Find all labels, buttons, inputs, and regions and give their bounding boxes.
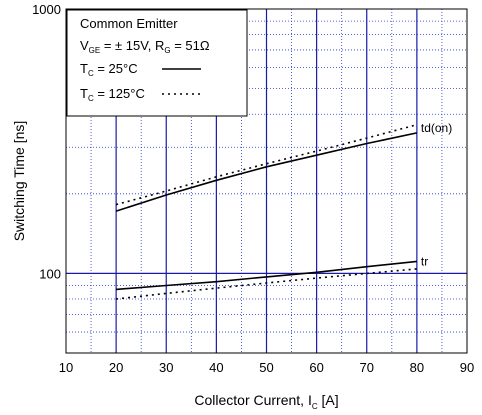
legend-vge-sub: GE	[89, 46, 101, 55]
y-axis-title: Switching Time [ns]	[11, 121, 27, 242]
x-tick-label: 60	[309, 360, 323, 375]
x-tick-labels: 10 20 30 40 50 60 70 80 90	[59, 360, 474, 375]
y-tick-labels: 100 1000	[32, 2, 61, 281]
x-tick-label: 80	[410, 360, 424, 375]
x-tick-label: 50	[259, 360, 273, 375]
series-line-tr-tc125	[116, 268, 417, 300]
x-tick-label: 10	[59, 360, 73, 375]
plot-frame	[65, 8, 468, 354]
series-line-td-on-tc25	[115, 132, 418, 212]
x-tick-label: 20	[109, 360, 123, 375]
legend-tc125-sub: C	[88, 94, 94, 103]
legend-tc25-label: T	[80, 61, 88, 76]
series-labels: td(on) tr	[421, 121, 452, 268]
major-grid	[66, 9, 467, 353]
x-axis-title-sub: C	[312, 402, 318, 411]
legend-tc25-sub: C	[88, 69, 94, 78]
series-label: td(on)	[421, 121, 452, 135]
legend-line-common-emitter: Common Emitter	[80, 16, 178, 31]
x-axis-title: Collector Current, IC [A]	[194, 392, 338, 411]
x-tick-label: 70	[360, 360, 374, 375]
legend-vge-value: = ± 15V, R	[100, 38, 164, 53]
x-axis-title-unit: [A]	[318, 392, 339, 408]
y-tick-label: 1000	[32, 2, 61, 17]
legend-box	[66, 9, 248, 117]
x-tick-label: 30	[159, 360, 173, 375]
y-tick-label: 100	[39, 266, 61, 281]
legend-tc125-value: = 125°C	[94, 86, 145, 101]
x-tick-label: 40	[209, 360, 223, 375]
legend-tc25-value: = 25°C	[94, 61, 138, 76]
legend-line-conditions: VGE = ± 15V, RG = 51Ω	[80, 38, 210, 55]
legend-vge-label: V	[80, 38, 89, 53]
series-line-td-on-tc125	[115, 123, 418, 206]
legend-line-tc125: TC = 125°C	[80, 86, 145, 103]
legend-line-tc25: TC = 25°C	[80, 61, 138, 78]
x-axis-title-main: Collector Current, I	[194, 392, 311, 408]
legend-rg-value: = 51Ω	[171, 38, 210, 53]
legend-tc125-label: T	[80, 86, 88, 101]
series-line-tr-tc25	[116, 260, 417, 291]
x-tick-label: 90	[460, 360, 474, 375]
legend-rg-sub: G	[164, 46, 170, 55]
series-label: tr	[421, 254, 428, 268]
legend: Common Emitter VGE = ± 15V, RG = 51Ω TC …	[66, 9, 248, 117]
series-layer	[115, 123, 418, 300]
